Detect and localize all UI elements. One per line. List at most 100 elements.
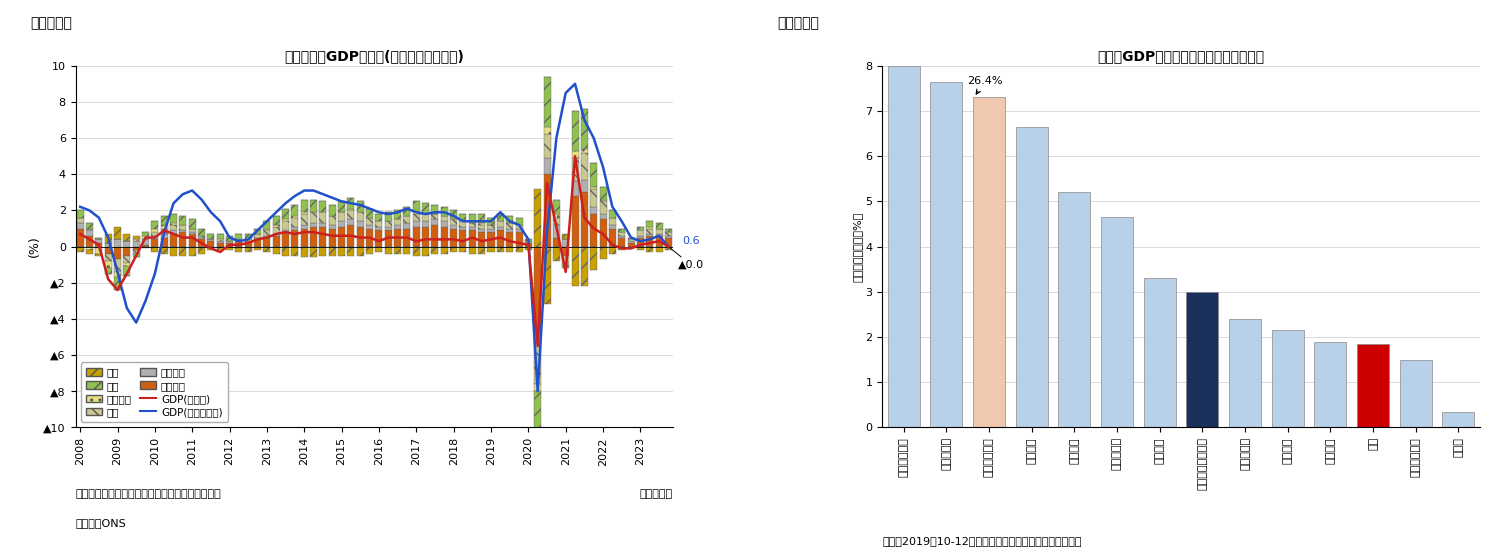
Bar bbox=[104, 269, 112, 274]
Bar bbox=[115, 277, 121, 290]
Bar bbox=[394, 229, 402, 247]
Bar bbox=[1400, 359, 1431, 427]
Bar bbox=[151, 232, 159, 236]
Bar bbox=[171, 247, 177, 255]
Bar bbox=[403, 247, 411, 254]
Bar bbox=[441, 216, 448, 221]
Bar bbox=[160, 238, 168, 247]
Bar bbox=[581, 180, 587, 192]
Bar bbox=[365, 218, 373, 225]
Bar bbox=[77, 223, 83, 229]
Bar bbox=[972, 98, 1006, 427]
Bar bbox=[300, 214, 308, 225]
Bar bbox=[291, 230, 299, 247]
Bar bbox=[320, 227, 326, 247]
Bar bbox=[217, 243, 223, 247]
Bar bbox=[535, 328, 541, 344]
Bar bbox=[423, 214, 429, 221]
Bar bbox=[655, 236, 663, 247]
Bar bbox=[599, 247, 607, 259]
Text: （資料）ONS: （資料）ONS bbox=[76, 518, 127, 528]
Bar bbox=[637, 247, 643, 250]
Bar bbox=[160, 225, 168, 229]
Bar bbox=[115, 272, 121, 277]
Bar bbox=[300, 247, 308, 258]
Bar bbox=[115, 239, 121, 247]
Bar bbox=[628, 238, 634, 239]
Bar bbox=[263, 238, 270, 247]
Bar bbox=[338, 227, 346, 247]
Bar bbox=[86, 250, 94, 254]
Bar bbox=[151, 221, 159, 229]
Bar bbox=[273, 247, 279, 254]
Bar bbox=[189, 247, 196, 248]
Bar bbox=[104, 247, 112, 254]
Bar bbox=[590, 189, 598, 207]
Bar bbox=[282, 220, 288, 221]
Bar bbox=[263, 221, 270, 229]
Bar bbox=[450, 210, 458, 218]
Bar bbox=[646, 221, 654, 227]
Bar bbox=[180, 232, 186, 247]
Bar bbox=[133, 236, 140, 239]
Bar bbox=[347, 219, 355, 225]
Bar bbox=[86, 230, 94, 236]
Bar bbox=[479, 247, 485, 254]
Bar bbox=[450, 218, 458, 220]
Bar bbox=[432, 214, 438, 220]
Bar bbox=[245, 241, 252, 247]
Bar bbox=[77, 229, 83, 247]
Bar bbox=[320, 202, 326, 212]
Bar bbox=[394, 219, 402, 225]
Bar bbox=[236, 248, 243, 252]
Bar bbox=[160, 229, 168, 234]
Bar bbox=[171, 225, 177, 230]
Bar bbox=[432, 219, 438, 225]
Bar bbox=[637, 238, 643, 247]
Bar bbox=[95, 238, 103, 239]
Bar bbox=[525, 239, 532, 241]
Bar bbox=[544, 247, 551, 305]
Bar bbox=[329, 205, 335, 216]
Bar bbox=[236, 247, 243, 248]
Bar bbox=[347, 225, 355, 247]
Bar bbox=[544, 158, 551, 174]
Bar bbox=[385, 221, 391, 227]
Bar bbox=[310, 199, 317, 212]
Bar bbox=[535, 247, 541, 328]
Bar bbox=[888, 66, 920, 427]
Bar bbox=[291, 218, 299, 227]
Bar bbox=[571, 158, 578, 181]
Bar bbox=[104, 234, 112, 243]
Bar bbox=[198, 247, 205, 248]
Bar bbox=[142, 245, 149, 247]
Bar bbox=[479, 225, 485, 229]
Bar bbox=[497, 227, 504, 230]
Bar bbox=[403, 216, 411, 223]
Bar bbox=[618, 247, 625, 250]
Bar bbox=[291, 205, 299, 216]
Bar bbox=[385, 247, 391, 254]
Bar bbox=[291, 247, 299, 255]
Bar bbox=[273, 227, 279, 234]
Bar bbox=[142, 247, 149, 248]
Bar bbox=[180, 230, 186, 232]
Bar bbox=[618, 232, 625, 236]
Bar bbox=[468, 227, 476, 230]
Bar bbox=[189, 220, 196, 229]
Bar bbox=[1187, 292, 1219, 427]
Bar bbox=[488, 218, 494, 225]
Bar bbox=[664, 232, 672, 236]
Bar bbox=[245, 234, 252, 239]
Bar bbox=[664, 229, 672, 232]
Bar bbox=[133, 254, 140, 258]
Bar bbox=[655, 247, 663, 252]
Bar bbox=[412, 247, 420, 255]
Bar bbox=[189, 229, 196, 232]
Bar bbox=[320, 247, 326, 255]
Bar bbox=[432, 225, 438, 247]
Bar bbox=[273, 234, 279, 236]
Bar bbox=[535, 344, 541, 384]
Text: （四半期）: （四半期） bbox=[640, 489, 673, 499]
Bar bbox=[497, 214, 504, 221]
